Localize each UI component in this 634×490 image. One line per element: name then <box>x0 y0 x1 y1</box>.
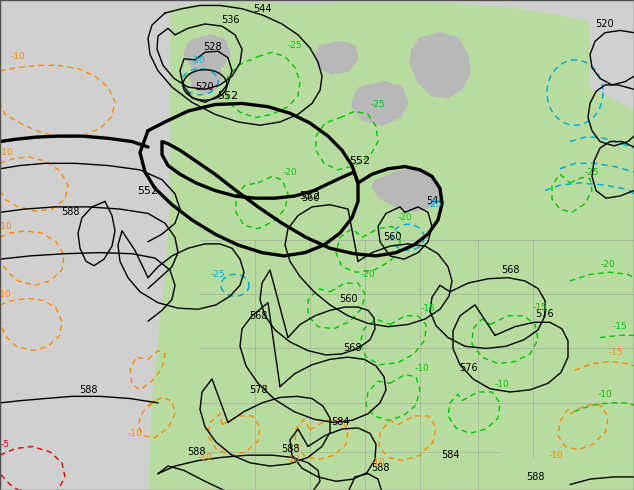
Text: -25: -25 <box>428 200 443 209</box>
Text: 520: 520 <box>196 82 214 92</box>
Text: -25: -25 <box>288 41 302 50</box>
Text: -10: -10 <box>127 429 143 438</box>
Text: -10: -10 <box>0 222 13 231</box>
Text: 552: 552 <box>138 186 158 196</box>
Polygon shape <box>352 82 408 125</box>
Text: 552: 552 <box>217 91 238 101</box>
Text: -25: -25 <box>371 100 385 109</box>
Text: 568: 568 <box>249 311 268 321</box>
Polygon shape <box>372 169 440 211</box>
Text: 576: 576 <box>458 363 477 373</box>
Text: 588: 588 <box>281 443 299 454</box>
Text: 544: 544 <box>426 196 444 206</box>
Polygon shape <box>0 0 170 490</box>
Text: -30: -30 <box>191 56 205 66</box>
Text: -10: -10 <box>11 52 25 61</box>
Text: 588: 588 <box>187 447 205 457</box>
Text: 528: 528 <box>204 42 223 52</box>
Polygon shape <box>410 33 470 98</box>
Text: -10: -10 <box>598 390 612 399</box>
Text: -15: -15 <box>609 348 623 357</box>
Polygon shape <box>590 0 634 109</box>
Text: -20: -20 <box>361 270 375 279</box>
Text: 584: 584 <box>331 417 349 427</box>
Text: 576: 576 <box>536 309 554 318</box>
Text: 544: 544 <box>253 4 271 14</box>
Text: 588: 588 <box>79 385 97 395</box>
Polygon shape <box>315 41 358 74</box>
Text: -25: -25 <box>585 168 599 176</box>
Text: 520: 520 <box>596 19 614 29</box>
Text: -25: -25 <box>210 270 225 279</box>
Text: -20: -20 <box>398 213 412 222</box>
Text: 584: 584 <box>441 450 459 460</box>
Text: 560: 560 <box>339 294 357 304</box>
Polygon shape <box>148 2 634 490</box>
Text: 588: 588 <box>61 207 80 218</box>
Text: -10: -10 <box>415 364 429 372</box>
Text: -10: -10 <box>286 455 301 464</box>
Text: -20: -20 <box>283 168 297 176</box>
Text: 588: 588 <box>526 472 544 482</box>
Text: 560: 560 <box>383 232 401 243</box>
Text: 552: 552 <box>299 191 321 201</box>
Text: 560: 560 <box>301 193 320 203</box>
Text: -20: -20 <box>600 260 616 269</box>
Text: 568: 568 <box>343 343 361 353</box>
Text: -10: -10 <box>0 290 11 298</box>
Text: 552: 552 <box>349 156 370 166</box>
Text: 588: 588 <box>371 463 389 473</box>
Text: -10: -10 <box>371 458 385 467</box>
Text: -15: -15 <box>612 322 628 331</box>
Text: -10: -10 <box>495 380 509 389</box>
Text: 536: 536 <box>221 15 239 24</box>
Text: -10: -10 <box>198 453 212 462</box>
Text: -15: -15 <box>420 304 436 313</box>
Text: 568: 568 <box>501 265 519 275</box>
Text: -10: -10 <box>0 148 13 157</box>
Text: -10: -10 <box>548 451 564 460</box>
Polygon shape <box>184 35 230 74</box>
Text: 578: 578 <box>249 385 268 395</box>
Text: -15: -15 <box>533 302 547 312</box>
Text: -5: -5 <box>1 440 10 449</box>
Polygon shape <box>190 63 222 94</box>
